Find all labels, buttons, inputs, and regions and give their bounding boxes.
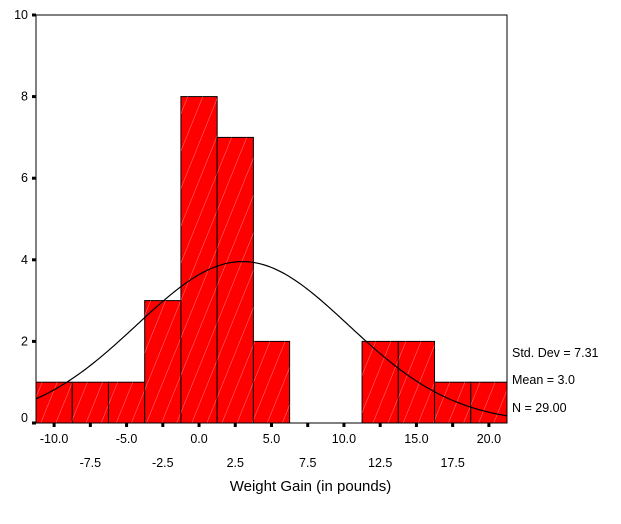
x-tick-label: 20.0: [477, 432, 501, 446]
x-tick: [197, 423, 201, 427]
x-tick-label: 2.5: [227, 456, 244, 470]
y-tick-label: 4: [21, 253, 28, 267]
x-tick: [161, 423, 165, 427]
x-tick-label: -7.5: [80, 456, 102, 470]
bar-hatch: [470, 382, 507, 423]
n-label: N = 29.00: [512, 401, 567, 415]
y-tick: [32, 13, 36, 17]
x-tick: [52, 423, 56, 427]
x-tick-label: 10.0: [332, 432, 356, 446]
x-tick-label: 12.5: [368, 456, 392, 470]
y-tick: [32, 95, 36, 99]
y-tick-label: 6: [21, 171, 28, 185]
x-tick: [306, 423, 310, 427]
x-tick-label: 0.0: [190, 432, 207, 446]
bar-hatch: [108, 382, 145, 423]
y-tick-label: 8: [21, 90, 28, 104]
y-tick: [32, 176, 36, 180]
mean-label: Mean = 3.0: [512, 373, 575, 387]
x-tick: [451, 423, 455, 427]
y-tick: [32, 258, 36, 262]
normal-curve: [35, 260, 508, 417]
bar-hatch: [362, 341, 399, 423]
x-tick-label: -5.0: [116, 432, 138, 446]
bars-group: [35, 96, 508, 424]
x-tick: [414, 423, 418, 427]
y-tick: [32, 421, 36, 425]
bar-hatch: [217, 137, 254, 423]
x-tick: [125, 423, 129, 427]
x-tick: [342, 423, 346, 427]
x-axis: -10.0 -5.0 0.0 5.0 10.0 15.0 20.0 -7.5 -2.5 2.5 7.…: [40, 423, 501, 470]
x-tick: [88, 423, 92, 427]
x-tick-label: 15.0: [404, 432, 428, 446]
x-tick: [487, 423, 491, 427]
bar-hatch: [180, 96, 218, 423]
x-tick-label: 5.0: [263, 432, 280, 446]
y-tick: [32, 339, 36, 343]
bar-hatch: [36, 382, 73, 423]
x-tick-label: 17.5: [440, 456, 464, 470]
x-tick: [378, 423, 382, 427]
bar-hatch: [434, 382, 471, 423]
x-tick-label: -10.0: [40, 432, 69, 446]
y-tick-label: 2: [21, 334, 28, 348]
bar-hatch: [144, 300, 181, 423]
x-tick: [270, 423, 273, 427]
y-axis: 0 2 4 6 8 10: [14, 8, 36, 425]
bar-hatch: [398, 341, 435, 423]
x-tick: [233, 423, 237, 427]
std-dev-label: Std. Dev = 7.31: [512, 346, 599, 360]
y-tick-label: 0: [21, 411, 28, 425]
bar-hatch: [72, 382, 109, 423]
x-tick-label: 7.5: [299, 456, 316, 470]
x-axis-label: Weight Gain (in pounds): [229, 478, 392, 495]
bar-hatch: [253, 341, 290, 423]
x-tick-label: -2.5: [152, 456, 174, 470]
y-tick-label: 10: [14, 8, 28, 22]
